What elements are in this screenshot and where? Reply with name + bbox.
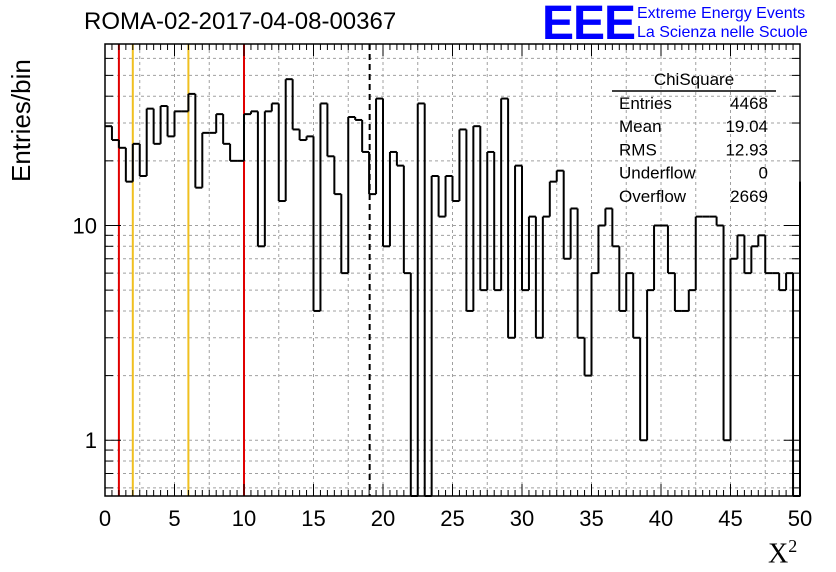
- x-tick-label: 30: [510, 506, 534, 531]
- x-tick-label: 20: [371, 506, 395, 531]
- histogram: [105, 78, 801, 497]
- stats-value: 19.04: [725, 117, 768, 136]
- eee-logo: EEE: [542, 0, 636, 50]
- x-axis-label: X2: [768, 536, 797, 570]
- stats-label: RMS: [619, 140, 657, 159]
- logo-caption: Extreme Energy Events La Scienza nelle S…: [637, 4, 808, 42]
- logo-caption-line1: Extreme Energy Events: [637, 5, 806, 22]
- x-axis-label-sup: 2: [788, 536, 798, 556]
- chart-title: ROMA-02-2017-04-08-00367: [84, 8, 397, 35]
- stats-value: 4468: [730, 94, 768, 113]
- x-tick-label: 25: [440, 506, 464, 531]
- y-tick-label: 10: [73, 213, 97, 238]
- x-tick-label: 50: [788, 506, 812, 531]
- logo-caption-line2: La Scienza nelle Scuole: [637, 24, 808, 41]
- stats-value: 12.93: [725, 140, 768, 159]
- y-tick-label: 1: [85, 428, 97, 453]
- x-tick-label: 15: [301, 506, 325, 531]
- stats-title: ChiSquare: [654, 70, 734, 89]
- stats-value: 2669: [730, 187, 768, 206]
- x-tick-label: 5: [168, 506, 180, 531]
- y-axis-label: Entries/bin: [6, 59, 36, 182]
- stats-box: ChiSquare Entries 4468 Mean 19.04 RMS 12.93 Und…: [612, 70, 776, 206]
- axis-ticks: 0 5 10 15 20 25 30 35 40 45 50 1 10: [73, 43, 812, 531]
- stats-label: Overflow: [619, 187, 687, 206]
- x-tick-label: 35: [579, 506, 603, 531]
- stats-label: Entries: [619, 94, 672, 113]
- stats-label: Mean: [619, 117, 662, 136]
- x-axis-label-base: X: [768, 538, 789, 570]
- x-tick-label: 45: [718, 506, 742, 531]
- x-tick-label: 0: [99, 506, 111, 531]
- grid-lines: [105, 43, 800, 496]
- x-tick-label: 40: [649, 506, 673, 531]
- stats-label: Underflow: [619, 164, 696, 183]
- reference-lines: [117, 44, 371, 496]
- x-tick-label: 10: [232, 506, 256, 531]
- stats-value: 0: [759, 164, 768, 183]
